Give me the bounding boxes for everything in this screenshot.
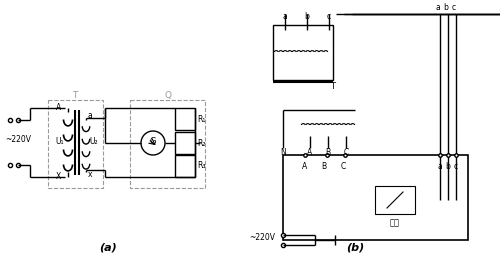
Text: (a): (a): [99, 243, 117, 253]
Text: x: x: [88, 170, 92, 179]
Text: A: A: [308, 148, 312, 157]
Text: C: C: [344, 148, 348, 157]
Text: c: c: [327, 12, 331, 21]
Text: c: c: [454, 162, 458, 171]
Text: B: B: [322, 162, 326, 171]
Text: 电桥: 电桥: [390, 218, 400, 227]
Bar: [48, 100, 103, 188]
Text: c: c: [452, 3, 456, 12]
Text: U₂: U₂: [89, 137, 98, 147]
Text: b: b: [444, 3, 448, 12]
Text: T: T: [330, 82, 335, 91]
Text: B: B: [326, 148, 330, 157]
Text: a: a: [438, 162, 442, 171]
Bar: [273, 25, 333, 80]
Text: G: G: [150, 137, 156, 146]
Bar: [283, 155, 468, 240]
Text: R₁: R₁: [197, 114, 205, 123]
Text: U₁: U₁: [56, 137, 64, 147]
Text: A: A: [56, 103, 61, 112]
Text: ~220V: ~220V: [249, 232, 275, 241]
Text: R₃: R₃: [197, 161, 205, 170]
Bar: [175, 155, 195, 177]
Text: a: a: [436, 3, 440, 12]
Text: b: b: [304, 12, 310, 21]
Bar: [130, 100, 205, 188]
Text: ~220V: ~220V: [5, 136, 31, 144]
Text: A: A: [302, 162, 308, 171]
Bar: [375, 186, 415, 214]
Text: Q: Q: [164, 91, 172, 100]
Bar: [175, 108, 195, 130]
Text: R₂: R₂: [197, 139, 205, 147]
Text: C: C: [340, 162, 345, 171]
Text: a: a: [282, 12, 288, 21]
Text: b: b: [446, 162, 450, 171]
Text: a: a: [88, 111, 93, 120]
Text: N: N: [280, 148, 286, 157]
Bar: [175, 132, 195, 154]
Text: (b): (b): [346, 243, 364, 253]
Text: X: X: [56, 172, 61, 181]
Text: T: T: [72, 91, 78, 100]
